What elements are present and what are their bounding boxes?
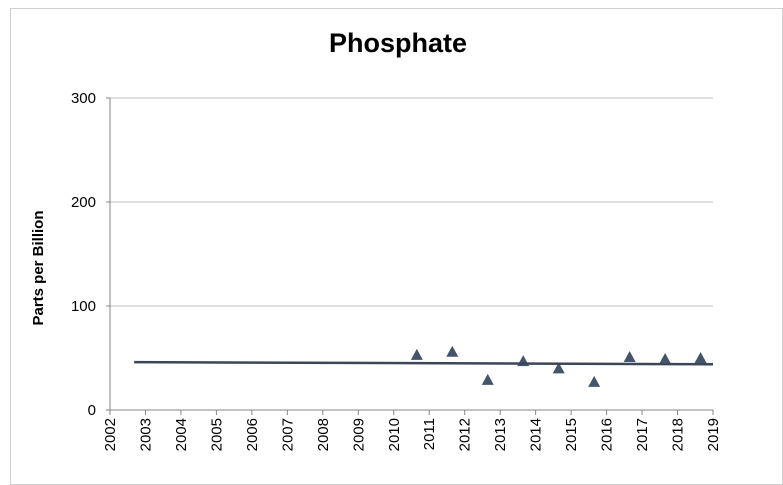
x-tick-label: 2009 <box>350 418 367 451</box>
x-tick-label: 2004 <box>173 418 190 451</box>
x-tick-label: 2017 <box>634 418 651 451</box>
triangle-marker <box>552 362 565 374</box>
chart-title: Phosphate <box>329 28 467 58</box>
x-tick-label: 2011 <box>421 418 438 450</box>
x-tick-label: 2012 <box>457 418 474 451</box>
triangle-marker <box>410 348 423 360</box>
chart-frame <box>10 8 783 485</box>
x-tick-label: 2014 <box>528 418 545 451</box>
y-tick-label: 300 <box>71 90 96 107</box>
triangle-marker <box>623 350 636 362</box>
x-tick-label: 2018 <box>670 418 687 451</box>
triangle-marker <box>659 353 672 365</box>
trend-line <box>134 360 714 366</box>
triangle-marker <box>446 345 459 357</box>
x-tick-label: 2007 <box>279 418 296 451</box>
y-tick-label: 0 <box>88 402 96 419</box>
x-tick-label: 2005 <box>208 418 225 451</box>
x-tick-label: 2015 <box>563 418 580 451</box>
triangle-marker <box>694 352 707 363</box>
y-tick-label: 200 <box>71 194 96 211</box>
x-tick-label: 2010 <box>386 418 403 451</box>
x-tick-label: 2003 <box>137 418 154 451</box>
x-tick-label: 2016 <box>599 418 616 451</box>
x-tick-label: 2008 <box>315 418 332 451</box>
y-axis-label: Parts per Billion <box>30 210 47 325</box>
triangle-marker <box>588 375 601 387</box>
x-tick-label: 2006 <box>244 418 261 451</box>
x-tick-label: 2013 <box>492 418 509 451</box>
x-tick-label: 2002 <box>102 418 119 451</box>
triangle-marker <box>481 373 494 385</box>
x-tick-label: 2019 <box>705 418 722 451</box>
y-tick-label: 100 <box>71 298 96 315</box>
